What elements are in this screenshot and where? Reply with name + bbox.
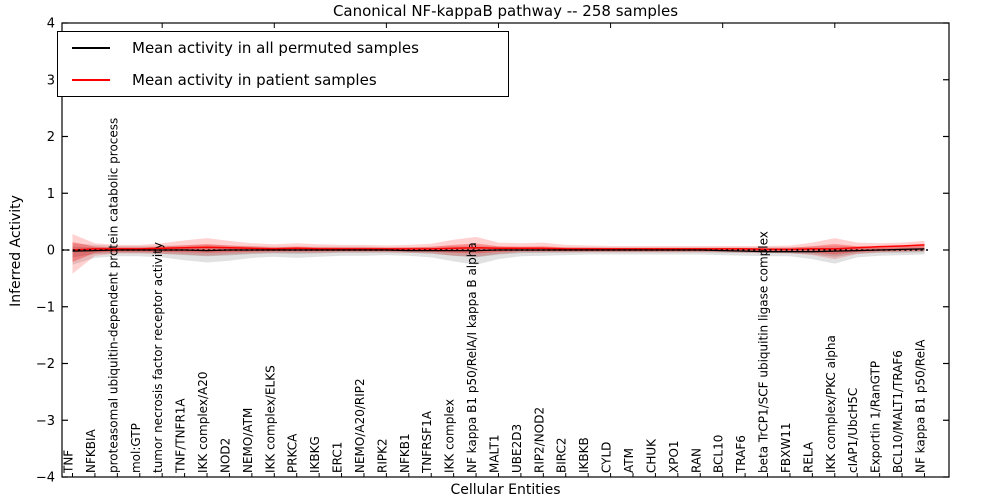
x-tick-label: TNF — [62, 450, 76, 474]
patient-line-swatch — [72, 78, 110, 81]
x-tick-label: IKK complex/ELKS — [263, 365, 277, 473]
legend-row-permuted: Mean activity in all permuted samples — [58, 33, 508, 63]
x-tick-label: CYLD — [600, 442, 614, 473]
x-tick-label: beta TrCP1/SCF ubiquitin ligase complex — [757, 231, 771, 473]
x-tick-label: IKK complex/A20 — [196, 372, 210, 473]
legend: Mean activity in all permuted samples Me… — [57, 31, 509, 97]
legend-row-patient: Mean activity in patient samples — [58, 65, 508, 95]
x-tick-label: PRKCA — [286, 433, 300, 473]
x-tick-label: NFKB1 — [398, 433, 412, 473]
x-tick-label: cIAP1/UbcH5C — [846, 388, 860, 473]
x-tick-label: RIPK2 — [375, 438, 389, 473]
x-tick-label: NOD2 — [218, 438, 232, 473]
x-tick-label: TRAF6 — [734, 435, 748, 474]
x-tick-label: TNF/TNFR1A — [174, 398, 188, 474]
y-tick-label: −3 — [36, 414, 55, 429]
patient-mean-line — [72, 244, 925, 251]
x-tick-label: tumor necrosis factor receptor activity — [151, 242, 165, 473]
y-tick-label: 3 — [47, 73, 55, 88]
bands — [72, 234, 925, 274]
y-tick-label: 4 — [47, 17, 55, 32]
y-tick-label: 1 — [47, 187, 55, 202]
y-ticks: −4 −3 −2 −1 0 1 2 3 4 — [36, 17, 949, 486]
x-tick-label: UBE2D3 — [510, 424, 524, 473]
x-tick-label: RAN — [689, 448, 703, 473]
permuted-line-swatch — [72, 47, 110, 50]
x-tick-label: XPO1 — [667, 440, 681, 473]
legend-label-patient: Mean activity in patient samples — [132, 70, 377, 89]
x-tick-label: RIP2/NOD2 — [532, 407, 546, 473]
x-tick-label: NEMO/ATM — [241, 408, 255, 473]
x-tick-label: MALT1 — [487, 434, 501, 473]
x-tick-label: IKK complex/PKC alpha — [824, 335, 838, 473]
x-tick-label: FBXW11 — [779, 423, 793, 474]
y-tick-label: −2 — [36, 357, 55, 372]
y-axis-label: Inferred Activity — [8, 195, 24, 307]
x-tick-label: NF kappa B1 p50/RelA — [913, 339, 927, 473]
patient-band-outer — [72, 234, 925, 274]
y-tick-label: 0 — [47, 244, 55, 259]
x-tick-label: ERC1 — [331, 442, 345, 473]
x-tick-label: RELA — [801, 441, 815, 473]
x-tick-label: BCL10 — [712, 435, 726, 473]
x-tick-labels: TNF NFKBIA proteasomal ubiquitin-dependent… — [62, 118, 928, 474]
x-tick-label: mol:GTP — [129, 423, 143, 473]
x-ticks — [72, 23, 925, 477]
chart-title: Canonical NF-kappaB pathway -- 258 sampl… — [332, 2, 679, 20]
patient-band-inner — [72, 242, 925, 262]
x-tick-label: IKBKB — [577, 437, 591, 473]
x-tick-label: ATM — [622, 448, 636, 473]
x-tick-label: NF kappa B1 p50/RelA/I kappa B alpha — [465, 242, 479, 473]
x-tick-label: IKBKG — [308, 436, 322, 473]
x-tick-label: BIRC2 — [555, 437, 569, 473]
x-axis-label: Cellular Entities — [450, 482, 561, 498]
x-tick-label: BCL10/MALT1/TRAF6 — [891, 350, 905, 473]
x-tick-label: CHUK — [644, 438, 658, 473]
x-tick-label: NEMO/A20/RIP2 — [353, 378, 367, 473]
legend-label-permuted: Mean activity in all permuted samples — [132, 39, 419, 58]
x-tick-label: proteasomal ubiquitin-dependent protein … — [106, 118, 120, 473]
x-tick-label: TNFRSF1A — [420, 410, 434, 474]
y-tick-label: 2 — [47, 130, 55, 145]
y-tick-label: −4 — [36, 471, 55, 486]
x-tick-label: Exportin 1/RanGTP — [869, 361, 883, 473]
x-tick-label: IKK complex — [443, 399, 457, 473]
y-tick-label: −1 — [36, 300, 55, 315]
x-tick-label: NFKBIA — [84, 428, 98, 473]
